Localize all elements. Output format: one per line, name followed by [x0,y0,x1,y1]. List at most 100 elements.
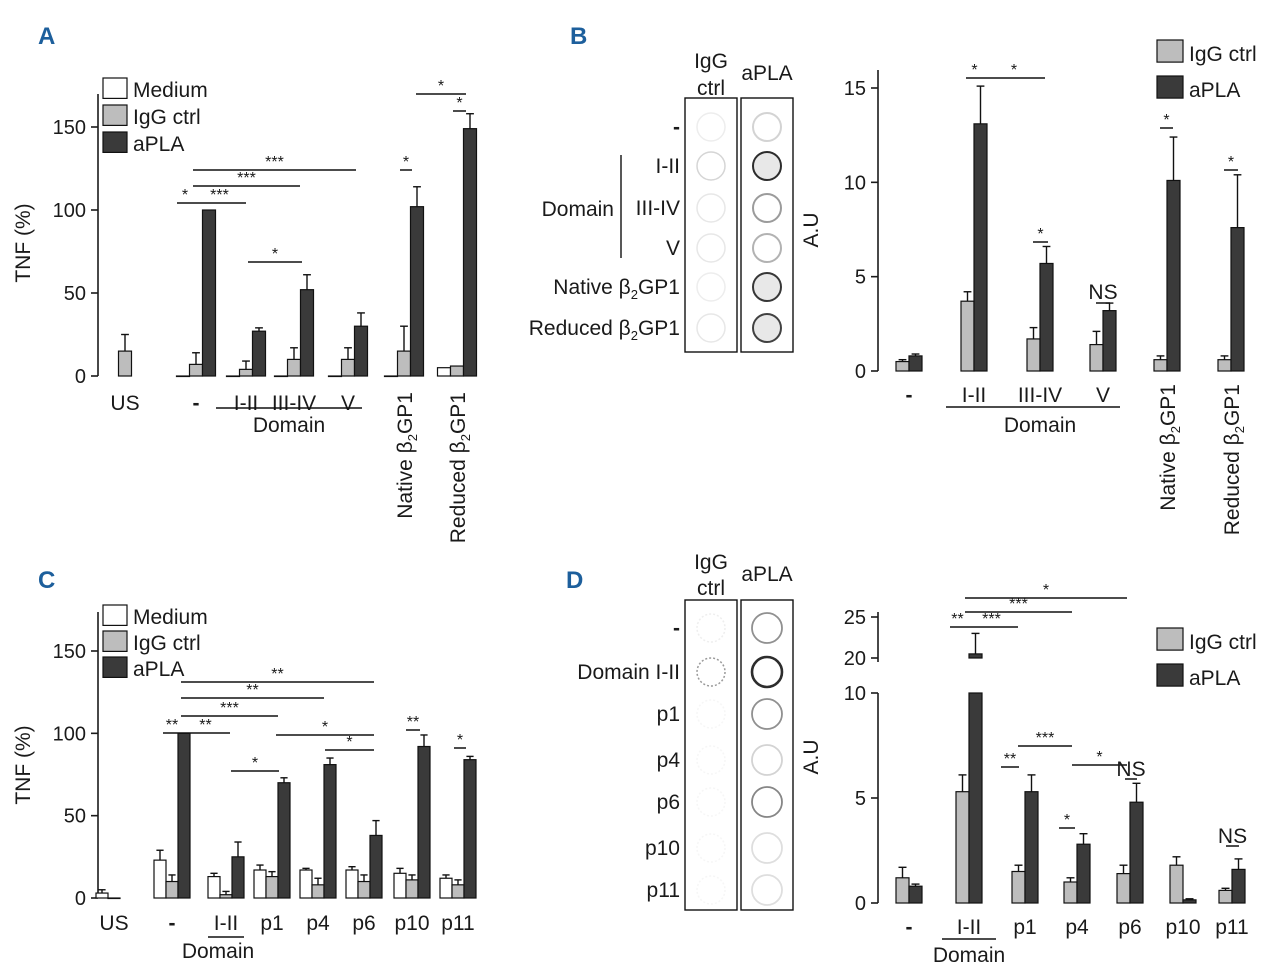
blot-dot [751,698,783,730]
membrane-apla [740,97,794,353]
significance-label: * [403,154,409,171]
significance-label: * [456,95,462,112]
panel-label-B: B [570,23,587,50]
blot-dot [752,233,782,263]
bar [231,856,245,899]
bar [219,894,233,899]
significance-label: * [1096,749,1102,766]
x-tick-label: III-IV [1018,384,1062,407]
bar [95,892,109,899]
significance-label: * [1011,62,1017,79]
blot-dot [696,787,726,817]
significance-label: NS [1218,825,1247,848]
bar [177,732,191,899]
significance-label: * [1043,582,1049,599]
y-axis-label: TNF (%) [12,203,35,282]
significance-label: ** [951,611,963,628]
significance-label: *** [237,170,256,187]
bar [1026,338,1041,372]
bar [1230,227,1245,372]
significance-label: ** [166,717,178,734]
x-tick-label: p11 [1215,916,1248,939]
bar [1116,872,1131,904]
blot-dot [696,833,726,863]
bar [265,875,279,899]
blot-dot [696,313,726,343]
significance-label: * [322,719,328,736]
bar [107,897,121,900]
y-tick-label: 15 [844,78,866,100]
bar [188,363,204,377]
x-tick-label: US [110,392,139,415]
bar [895,360,910,372]
bar [299,289,315,377]
bar [153,859,167,899]
bar [251,330,267,377]
y-tick-label: 25 [844,607,866,629]
legend-swatch [102,77,128,99]
bar [393,872,407,899]
blot-dot [752,272,782,302]
bar [323,764,337,899]
blot-row-label: Domain I-II [577,661,680,684]
domain-label: Domain [182,940,254,963]
blot-dot [696,699,726,729]
x-tick-label: p6 [352,912,375,935]
bar [436,367,452,377]
y-tick-label: 150 [53,117,86,139]
chart-B: 0 5 10 15 A.U - I-II III-IV V Native β2GP1 Reduced… [800,39,1257,535]
y-axis-label: TNF (%) [12,725,35,804]
x-tick-label: I-II [214,912,239,935]
bar [1011,870,1026,904]
bar [955,791,970,904]
x-tick-label: p6 [1118,916,1141,939]
blot-dot [696,151,726,181]
blot-row-label: I-II [656,155,681,178]
blot-column-header: ctrl [697,77,725,100]
legend-swatch [1156,75,1184,99]
bar [201,209,217,377]
blot-row-label: - [673,116,680,139]
legend-swatch [1156,663,1184,687]
blot-row-label: p6 [657,791,680,814]
bar [439,877,453,899]
legend-swatch [102,630,128,652]
bar [175,375,191,378]
chart-D: 0 5 10 20 25 A.U - I-II p1 p4 p6 p10 p11 Domain IgG ct… [800,582,1257,967]
x-tick-label: V [341,392,355,415]
blot-dot [696,875,726,905]
legend-label: aPLA [133,133,184,156]
y-tick-label: 10 [844,683,866,705]
legend-label: aPLA [1189,79,1240,102]
bar [286,358,302,377]
significance-label: * [1064,812,1070,829]
x-tick-label: I-II [234,392,259,415]
significance-label: * [1228,154,1234,171]
x-tick-label: p4 [306,912,330,935]
y-tick-label: 0 [855,893,866,915]
blot-dot [751,744,783,776]
bar [405,879,419,899]
x-tick-label: US [99,912,128,935]
blot-dot [696,745,726,775]
domain-label: Domain [1004,414,1076,437]
blot-row-label: p4 [657,749,681,772]
panel-label-C: C [38,567,55,594]
blot-dot [696,193,726,223]
y-tick-label: 20 [844,648,866,670]
blot-B: IgG ctrl aPLA - I-II III-IV V Native β2GP1 Reduc… [529,50,794,353]
significance-label: * [457,732,463,749]
membrane-igg [684,97,738,353]
x-tick-label: p4 [1065,916,1089,939]
x-tick-label: I-II [962,384,987,407]
y-tick-label: 50 [64,806,86,828]
legend-label: aPLA [1189,667,1240,690]
chart-C: 0 50 100 150 TNF (%) US - I-II p1 p4 p6 p10 p11 Domai… [12,604,477,963]
bar [1182,899,1197,904]
blot-dot [752,151,782,181]
significance-label: *** [210,187,229,204]
legend-label: Medium [133,79,208,102]
significance-label: *** [1009,596,1028,613]
bar [165,880,179,899]
